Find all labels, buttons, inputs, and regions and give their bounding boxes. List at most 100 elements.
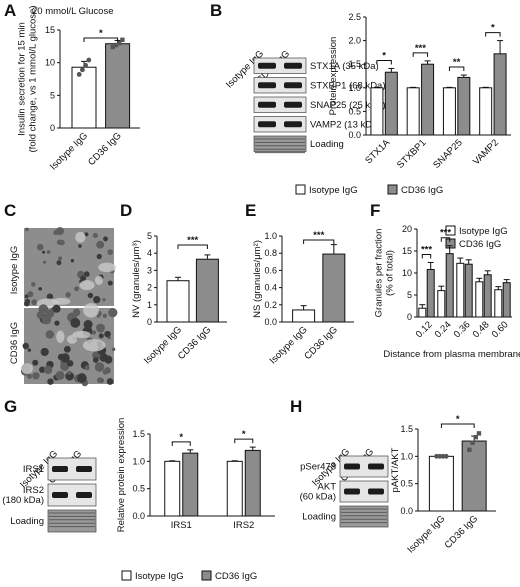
em2-granule: [102, 313, 107, 318]
chart-h-bar-1: [461, 440, 487, 512]
chart-b-sig-bracket-label: *: [382, 50, 386, 61]
em2-granule: [52, 304, 61, 313]
em2-granule: [46, 309, 55, 318]
em2-granule: [91, 330, 97, 335]
panel-c-letter: C: [4, 201, 16, 220]
chart-g-y-tick-label: 0.5: [132, 484, 145, 494]
em1-granule: [58, 256, 63, 261]
chart-b-protein-expression: 0.0 0.5 1.0 1.5 2.0 2.5 Protein expression STX1…: [328, 12, 511, 171]
chart-f-bar: [445, 253, 454, 318]
chart-b-y-tick-label: 0.5: [348, 106, 361, 116]
blot-g-band: [76, 466, 92, 472]
em2-granule: [94, 362, 105, 372]
em2-granule: [54, 320, 60, 326]
chart-g-sig-bracket-label: *: [179, 432, 183, 443]
chart-a-bar-0: [71, 66, 97, 129]
chart-d-y-tick-label: 5: [147, 231, 152, 241]
legend-g-isotype-swatch: [121, 570, 132, 581]
chart-f-sig-bracket-label: ***: [421, 244, 432, 255]
chart-a-y-tick-label: 10: [45, 58, 55, 68]
chart-d-y-tick-label: 1: [147, 300, 152, 310]
em2-granule: [98, 333, 104, 339]
chart-h-y-label: pAKT/AKT: [390, 447, 401, 492]
blot-b-band: [258, 62, 276, 69]
chart-a-point: [76, 72, 82, 77]
blot-h-row-label: Loading: [302, 512, 336, 523]
chart-b-bar: [406, 87, 420, 136]
em2-vacuole: [66, 335, 78, 344]
em1-granule: [107, 249, 113, 256]
chart-f-bar: [494, 289, 503, 318]
chart-f-granules: 0 5 10 15 20 Granules per fraction(% of total…: [374, 224, 520, 360]
em2-granule: [108, 308, 118, 318]
em1-vacuole: [75, 231, 86, 243]
chart-h-sig-bracket: [440, 423, 475, 428]
em1-granule: [25, 227, 29, 232]
chart-d-sig-bracket-label: ***: [187, 235, 198, 246]
chart-b-bar: [457, 76, 471, 136]
chart-b-bar: [442, 87, 456, 136]
chart-g-y-tick-label: 0.0: [132, 511, 145, 521]
blot-g-row-label: IRS2 (180 kDa): [2, 485, 44, 506]
chart-e-y-tick-label: 0.6: [264, 265, 277, 275]
chart-b-sig-bracket-label: **: [453, 57, 461, 68]
em2-granule: [83, 319, 93, 329]
chart-a-point: [113, 42, 119, 48]
em2-granule: [40, 347, 49, 357]
chart-f-bar: [437, 290, 446, 318]
panel-f-letter: F: [370, 201, 380, 220]
chart-f-y-tick-label: 20: [402, 224, 412, 234]
micrograph-bottom-label: CD36 IgG: [9, 322, 20, 364]
em2-vacuole: [21, 363, 33, 374]
chart-g-bar: [244, 449, 261, 517]
chart-h-y-tick-label: 0.0: [400, 506, 413, 516]
chart-d-y-tick-label: 4: [147, 248, 152, 258]
em2-granule: [63, 345, 71, 353]
em1-granule: [24, 301, 30, 307]
chart-f-y-tick-label: 15: [402, 246, 412, 256]
blot-g-band: [52, 492, 68, 498]
legend-g: Isotype IgG CD36 IgG: [121, 570, 257, 582]
chart-f-x-label: 0.60: [490, 319, 511, 340]
chart-b-bar: [479, 87, 493, 136]
blot-b-row-label: STX1A (35 kDa): [310, 61, 379, 72]
chart-f-sig-bracket-label: ***: [440, 228, 451, 239]
chart-g-bar: [182, 452, 199, 517]
chart-b-y-tick-label: 0.0: [348, 130, 361, 140]
chart-e-y-tick-label: 1.0: [264, 231, 277, 241]
em2-granule: [47, 378, 54, 385]
em2-granule: [38, 304, 49, 314]
em2-vacuole: [56, 330, 65, 344]
em1-granule: [46, 293, 54, 300]
chart-a-bar-1: [105, 43, 131, 129]
blot-b-strip: [253, 96, 307, 113]
blot-h-band: [344, 488, 360, 495]
chart-h-x-label-1: CD36 IgG: [443, 513, 481, 551]
chart-g-irs: 0.0 0.5 1.0 1.5 Relative protein expression I…: [116, 418, 275, 532]
em1-granule: [107, 280, 113, 286]
em2-granule: [102, 369, 108, 375]
chart-b-y-tick-label: 2.0: [348, 36, 361, 46]
chart-a-sig-bracket: [83, 37, 119, 42]
panel-e-letter: E: [245, 201, 256, 220]
chart-e-bar-0: [292, 309, 316, 323]
chart-b-bar: [493, 53, 507, 136]
em1-granule: [43, 260, 47, 264]
em1-granule: [36, 243, 44, 251]
panel-a-condition: 20 mmol/L Glucose: [32, 6, 114, 17]
em1-granule: [96, 240, 105, 249]
em1-granule: [42, 250, 46, 254]
em1-granule: [38, 287, 42, 291]
chart-d-y-tick-label: 3: [147, 265, 152, 275]
em2-granule: [45, 330, 55, 339]
chart-h-y-tick-label: 1.0: [400, 451, 413, 461]
chart-a-sig-bracket-label: *: [99, 28, 103, 39]
chart-a-point: [83, 62, 88, 68]
chart-f-x-label: 0.12: [414, 319, 435, 340]
chart-b-sig-bracket: [412, 52, 429, 57]
em2-granule: [106, 378, 114, 385]
em2-granule: [111, 347, 116, 352]
chart-e-sig-bracket: [303, 239, 335, 244]
chart-h-point: [473, 435, 478, 440]
